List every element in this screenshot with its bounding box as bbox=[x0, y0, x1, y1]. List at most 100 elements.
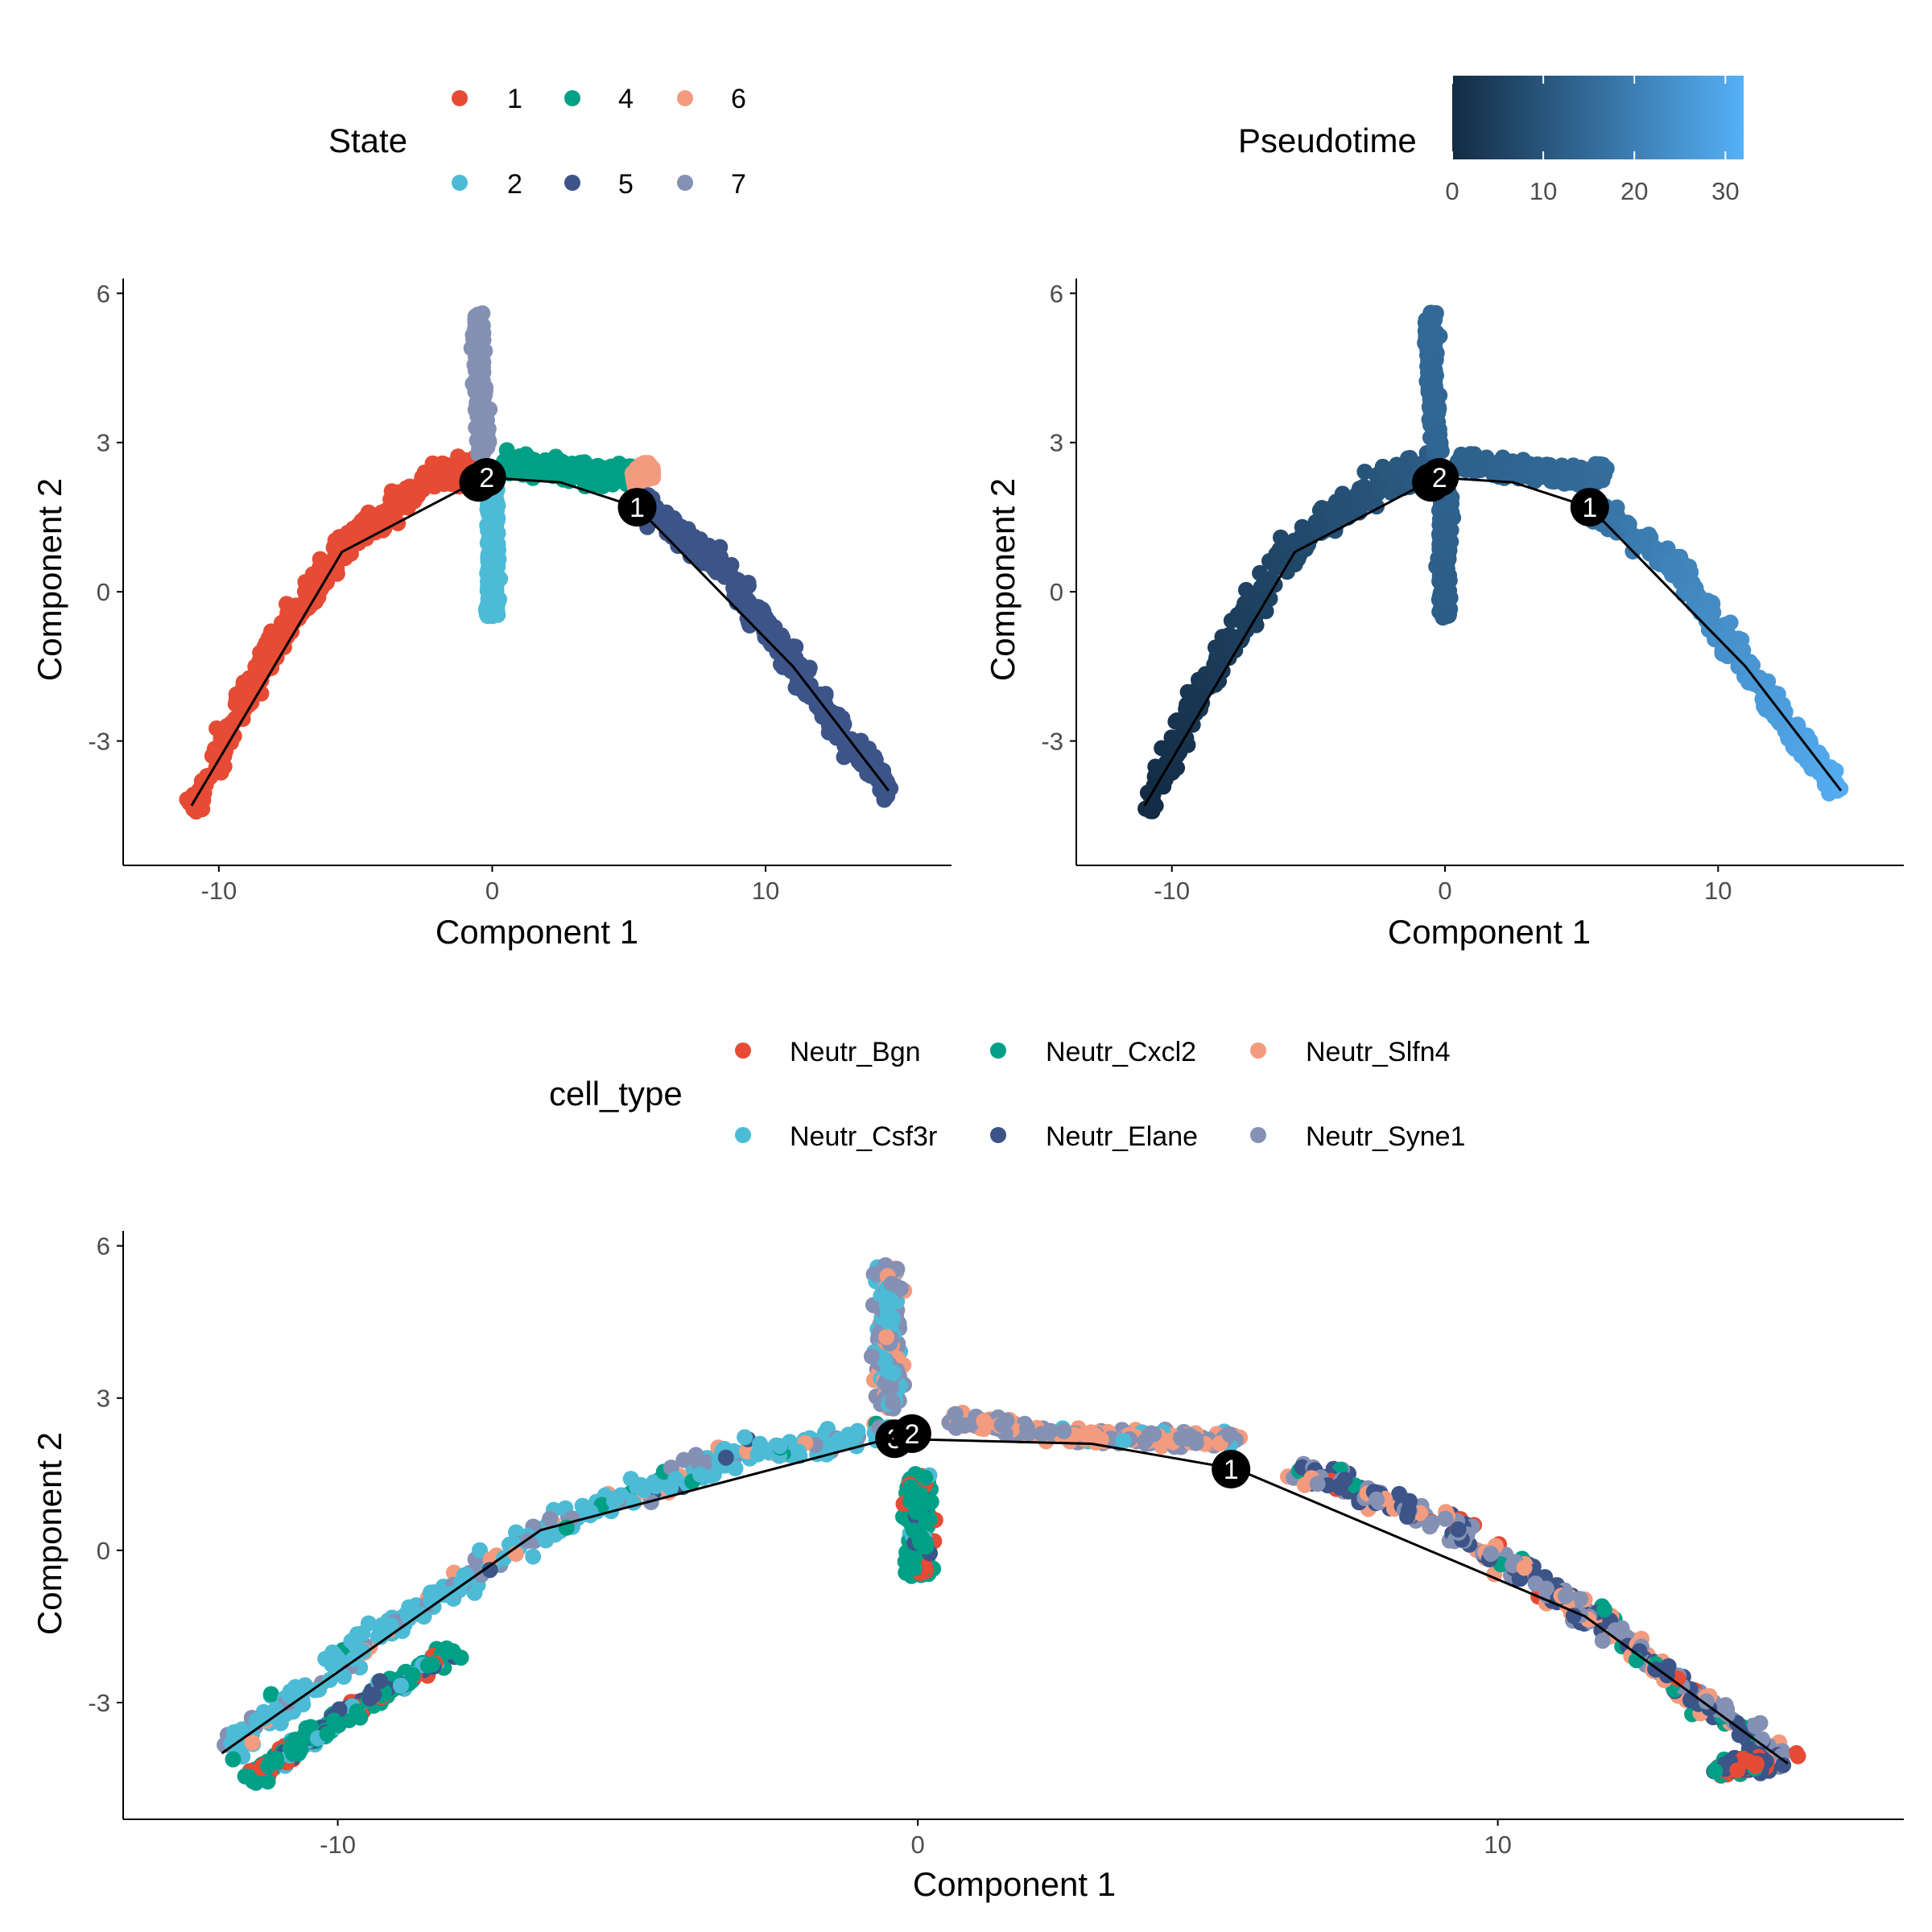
cell-point bbox=[1425, 328, 1442, 345]
state-legend-title: State bbox=[328, 122, 407, 159]
cell-point bbox=[737, 1429, 753, 1446]
cell-type-legend-label-slfn4: Neutr_Slfn4 bbox=[1306, 1037, 1451, 1067]
state-legend-item-1: 1 bbox=[452, 84, 522, 114]
x-tick-label: -10 bbox=[200, 877, 237, 905]
cell-point bbox=[1722, 614, 1739, 631]
cell-point bbox=[213, 764, 229, 781]
state-legend-item-6: 6 bbox=[677, 84, 746, 114]
x-tick-label: 0 bbox=[1438, 877, 1451, 905]
cell-point bbox=[301, 575, 317, 592]
colorbar-tick-label: 0 bbox=[1445, 177, 1459, 205]
cell-point bbox=[1426, 397, 1443, 414]
cell-point bbox=[1715, 643, 1731, 660]
cell-point bbox=[260, 630, 277, 646]
cell-point bbox=[847, 1428, 864, 1445]
cell-point bbox=[1666, 557, 1683, 574]
cell-point bbox=[789, 669, 806, 686]
cell-point bbox=[1252, 564, 1269, 581]
cell-point bbox=[1424, 353, 1441, 370]
cell-point bbox=[517, 460, 534, 477]
cell-point bbox=[790, 1443, 807, 1460]
cell-type-legend-label-cxcl2: Neutr_Cxcl2 bbox=[1046, 1037, 1196, 1067]
state-legend-label-1: 1 bbox=[507, 84, 522, 114]
pseudotime-colorbar-ticks: 0 10 20 30 bbox=[1445, 76, 1740, 205]
cell-point bbox=[193, 773, 210, 790]
cell-type-legend-label-csf3r: Neutr_Csf3r bbox=[790, 1121, 937, 1152]
cell-point bbox=[1187, 1430, 1204, 1447]
cell-point bbox=[1115, 1433, 1132, 1449]
cell-point bbox=[678, 539, 695, 555]
cell-type-legend-item-slfn4: Neutr_Slfn4 bbox=[1250, 1037, 1451, 1067]
colorbar-tick-label: 30 bbox=[1711, 177, 1739, 205]
cell-point bbox=[457, 452, 474, 469]
cell-point bbox=[250, 678, 266, 695]
cell-point bbox=[1608, 499, 1625, 516]
cell-point bbox=[260, 1757, 277, 1774]
y-tick-label: 3 bbox=[97, 429, 110, 457]
cell-type-legend-item-syne1: Neutr_Syne1 bbox=[1250, 1121, 1465, 1152]
cell-point bbox=[1682, 1692, 1699, 1708]
cell-type-cell-points bbox=[217, 1257, 1806, 1791]
cell-point bbox=[1422, 378, 1439, 394]
pseudotime-panel-x-axis-title: Component 1 bbox=[1388, 913, 1591, 951]
branch-node-label: 1 bbox=[630, 493, 645, 523]
cell-point bbox=[1594, 1633, 1611, 1649]
cell-point bbox=[1440, 522, 1457, 539]
cell-point bbox=[629, 474, 646, 491]
pseudotime-panel-y-axis-title: Component 2 bbox=[984, 478, 1022, 681]
cell-point bbox=[235, 674, 252, 691]
state-legend-key-5 bbox=[564, 175, 580, 191]
cell-point bbox=[1531, 463, 1548, 480]
cell-point bbox=[542, 1510, 559, 1527]
cell-point bbox=[481, 523, 497, 540]
state-legend-label-7: 7 bbox=[731, 169, 746, 200]
cell-point bbox=[365, 1686, 382, 1703]
colorbar-tick-label: 20 bbox=[1620, 177, 1648, 205]
cell-point bbox=[525, 1548, 542, 1565]
cell-point bbox=[1399, 1509, 1416, 1525]
cell-point bbox=[647, 1478, 664, 1495]
cell-point bbox=[412, 477, 429, 493]
branch-node-marker bbox=[467, 458, 506, 497]
state-branch-nodes: 321 bbox=[459, 458, 657, 527]
state-legend-key-4 bbox=[564, 90, 580, 106]
cell-point bbox=[1380, 464, 1397, 481]
state-legend-label-2: 2 bbox=[507, 169, 522, 200]
cell-point bbox=[1450, 1521, 1467, 1538]
cell-point bbox=[903, 1555, 920, 1572]
y-tick-label: 6 bbox=[97, 279, 110, 308]
cell-point bbox=[831, 712, 848, 729]
cell-point bbox=[480, 605, 496, 621]
cell-point bbox=[752, 1435, 768, 1452]
cell-point bbox=[902, 1478, 919, 1495]
cell-point bbox=[1503, 456, 1520, 473]
state-legend: State 1 4 6 2 5 7 bbox=[328, 84, 746, 200]
state-legend-label-6: 6 bbox=[731, 84, 746, 114]
cell-point bbox=[605, 1492, 622, 1509]
cell-point bbox=[1585, 471, 1602, 488]
cell-point bbox=[1635, 537, 1652, 554]
cell-point bbox=[352, 522, 369, 538]
state-legend-label-4: 4 bbox=[618, 84, 634, 114]
pseudotime-legend-title: Pseudotime bbox=[1238, 122, 1417, 159]
cell-point bbox=[1482, 1546, 1499, 1563]
cell-point bbox=[398, 480, 415, 497]
cell-point bbox=[1596, 1601, 1612, 1618]
y-tick-label: 0 bbox=[97, 578, 110, 606]
cell-point bbox=[772, 656, 789, 673]
cell-type-legend-key-elane bbox=[990, 1127, 1006, 1143]
cell-type-legend-label-bgn: Neutr_Bgn bbox=[790, 1037, 921, 1067]
cell-point bbox=[853, 745, 870, 762]
cell-point bbox=[1162, 759, 1179, 776]
cell-point bbox=[237, 1768, 254, 1785]
cell-point bbox=[730, 573, 747, 589]
cell-point bbox=[285, 1745, 302, 1762]
cell-point bbox=[468, 308, 485, 324]
cell-point bbox=[740, 592, 757, 609]
cell-point bbox=[1402, 1492, 1418, 1509]
cell-point bbox=[419, 1657, 436, 1674]
state-legend-key-7 bbox=[677, 175, 693, 191]
